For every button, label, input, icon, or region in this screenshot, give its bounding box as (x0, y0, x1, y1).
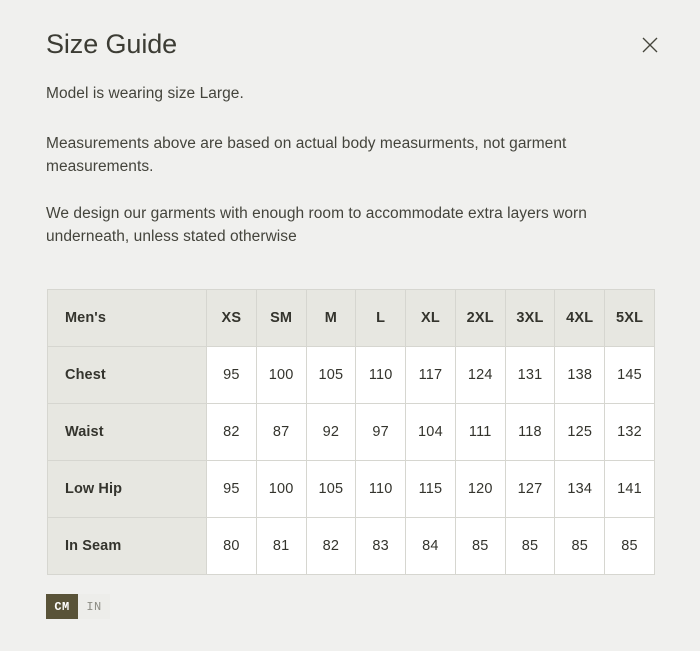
table-header-row: Men's XS SM M L XL 2XL 3XL 4XL 5XL (47, 289, 655, 347)
column-header-3xl: 3XL (504, 289, 556, 347)
cell-inseam-3xl: 85 (504, 517, 556, 575)
cell-waist-xs: 82 (206, 403, 257, 461)
cell-chest-sm: 100 (255, 346, 307, 404)
close-button[interactable] (638, 33, 662, 57)
column-header-5xl: 5XL (604, 289, 655, 347)
table-row: Waist 82 87 92 97 104 111 118 125 132 (47, 403, 655, 461)
cell-waist-3xl: 118 (504, 403, 556, 461)
cell-chest-2xl: 124 (454, 346, 506, 404)
cell-chest-4xl: 138 (554, 346, 606, 404)
intro-text-block: Model is wearing size Large. Measurement… (46, 82, 646, 248)
garment-fit-note: We design our garments with enough room … (46, 205, 587, 245)
table-row: Low Hip 95 100 105 110 115 120 127 134 1… (47, 460, 655, 518)
cell-lowhip-sm: 100 (255, 460, 307, 518)
column-header-4xl: 4XL (554, 289, 606, 347)
cell-lowhip-xs: 95 (206, 460, 257, 518)
cell-waist-sm: 87 (255, 403, 307, 461)
cell-lowhip-5xl: 141 (604, 460, 655, 518)
cell-lowhip-4xl: 134 (554, 460, 606, 518)
cell-chest-xs: 95 (206, 346, 257, 404)
table-row: Chest 95 100 105 110 117 124 131 138 145 (47, 346, 655, 404)
row-label-in-seam: In Seam (47, 517, 207, 575)
column-header-m: M (305, 289, 357, 347)
unit-toggle-cm[interactable]: CM (46, 594, 78, 619)
measurement-basis-note: Measurements above are based on actual b… (46, 135, 567, 175)
cell-lowhip-m: 105 (305, 460, 357, 518)
cell-chest-5xl: 145 (604, 346, 655, 404)
cell-chest-xl: 117 (405, 346, 456, 404)
cell-waist-5xl: 132 (604, 403, 655, 461)
cell-waist-2xl: 111 (454, 403, 506, 461)
cell-chest-l: 110 (355, 346, 407, 404)
model-size-note: Model is wearing size Large. (46, 85, 244, 102)
cell-waist-xl: 104 (405, 403, 456, 461)
size-chart-container: Men's XS SM M L XL 2XL 3XL 4XL 5XL Chest… (47, 289, 655, 575)
table-corner-label: Men's (47, 289, 207, 347)
cell-inseam-xs: 80 (206, 517, 257, 575)
column-header-l: L (355, 289, 407, 347)
unit-toggle-group: CM IN (46, 594, 110, 619)
modal-header: Size Guide (0, 0, 700, 74)
close-icon (642, 37, 658, 53)
cell-lowhip-3xl: 127 (504, 460, 556, 518)
page-title: Size Guide (46, 29, 178, 59)
cell-lowhip-l: 110 (355, 460, 407, 518)
column-header-xs: XS (206, 289, 257, 347)
size-chart-table: Men's XS SM M L XL 2XL 3XL 4XL 5XL Chest… (47, 289, 655, 575)
cell-chest-m: 105 (305, 346, 357, 404)
cell-inseam-sm: 81 (255, 517, 307, 575)
table-head: Men's XS SM M L XL 2XL 3XL 4XL 5XL (47, 289, 655, 347)
unit-toggle-in[interactable]: IN (78, 594, 110, 619)
cell-waist-4xl: 125 (554, 403, 606, 461)
cell-inseam-5xl: 85 (604, 517, 655, 575)
cell-lowhip-xl: 115 (405, 460, 456, 518)
row-label-low-hip: Low Hip (47, 460, 207, 518)
cell-waist-l: 97 (355, 403, 407, 461)
column-header-xl: XL (405, 289, 456, 347)
column-header-2xl: 2XL (454, 289, 506, 347)
cell-lowhip-2xl: 120 (454, 460, 506, 518)
table-body: Chest 95 100 105 110 117 124 131 138 145… (47, 346, 655, 575)
cell-inseam-m: 82 (305, 517, 357, 575)
table-row: In Seam 80 81 82 83 84 85 85 85 85 (47, 517, 655, 575)
cell-inseam-4xl: 85 (554, 517, 606, 575)
cell-waist-m: 92 (305, 403, 357, 461)
cell-inseam-2xl: 85 (454, 517, 506, 575)
row-label-waist: Waist (47, 403, 207, 461)
column-header-sm: SM (255, 289, 307, 347)
cell-inseam-xl: 84 (405, 517, 456, 575)
cell-inseam-l: 83 (355, 517, 407, 575)
cell-chest-3xl: 131 (504, 346, 556, 404)
row-label-chest: Chest (47, 346, 207, 404)
